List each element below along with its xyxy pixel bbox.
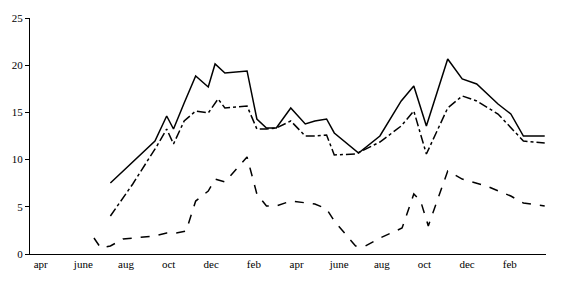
svg-text:june: june	[329, 258, 349, 270]
svg-text:feb: feb	[247, 258, 262, 270]
svg-text:dec: dec	[204, 258, 219, 270]
svg-text:oct: oct	[162, 258, 175, 270]
svg-text:apr: apr	[290, 258, 304, 270]
svg-text:0: 0	[17, 248, 23, 260]
svg-text:5: 5	[17, 201, 23, 213]
svg-text:feb: feb	[503, 258, 518, 270]
svg-text:10: 10	[12, 153, 24, 165]
svg-text:15: 15	[12, 106, 24, 118]
svg-text:aug: aug	[374, 258, 390, 270]
svg-text:oct: oct	[418, 258, 431, 270]
svg-text:dec: dec	[459, 258, 474, 270]
svg-text:june: june	[73, 258, 93, 270]
svg-text:apr: apr	[34, 258, 48, 270]
svg-text:25: 25	[12, 12, 24, 24]
svg-text:20: 20	[12, 59, 24, 71]
svg-text:aug: aug	[118, 258, 134, 270]
